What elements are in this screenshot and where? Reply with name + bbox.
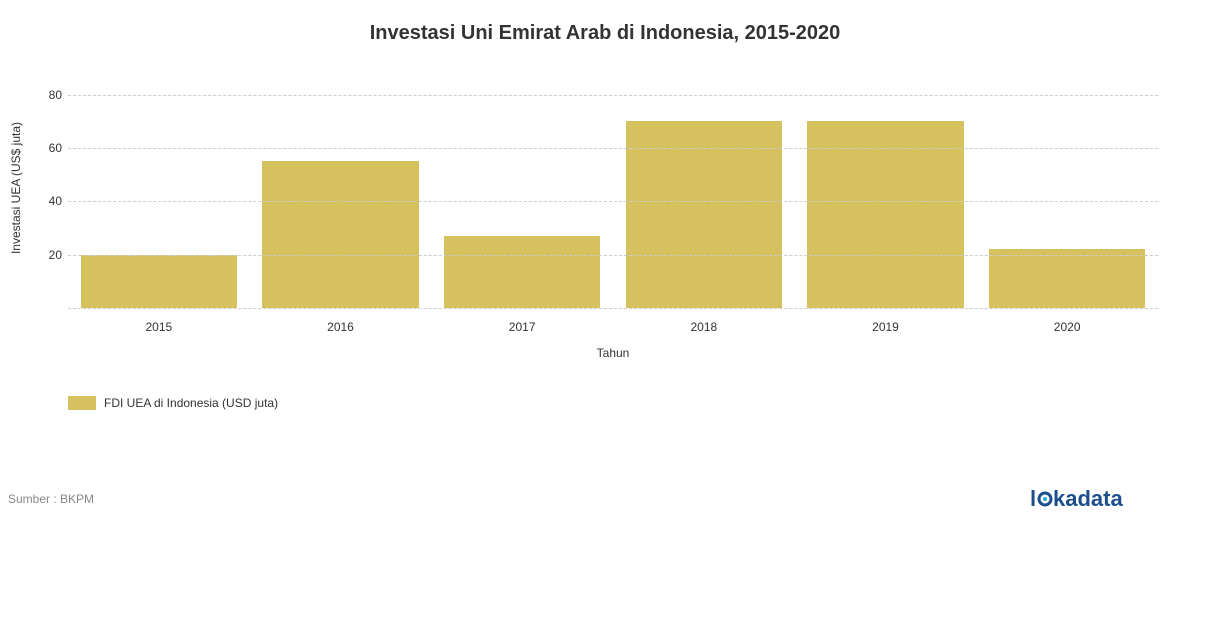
y-tick-label: 60 xyxy=(38,141,62,155)
x-tick-label: 2020 xyxy=(1054,320,1081,334)
legend-label: FDI UEA di Indonesia (USD juta) xyxy=(104,396,278,410)
x-axis-label: Tahun xyxy=(597,346,630,360)
bar xyxy=(262,161,418,308)
legend-swatch xyxy=(68,396,96,410)
x-tick-label: 2017 xyxy=(509,320,536,334)
x-tick-label: 2019 xyxy=(872,320,899,334)
x-tick-label: 2018 xyxy=(690,320,717,334)
gridline xyxy=(68,148,1158,149)
y-tick-label: 40 xyxy=(38,194,62,208)
svg-text:l: l xyxy=(1030,486,1036,511)
chart-area: Investasi UEA (US$ juta) 204060802015201… xyxy=(68,68,1158,308)
plot-region: 20406080201520162017201820192020 xyxy=(68,68,1158,308)
chart-title: Investasi Uni Emirat Arab di Indonesia, … xyxy=(0,0,1210,45)
bar xyxy=(444,236,600,308)
chart-container: Investasi Uni Emirat Arab di Indonesia, … xyxy=(0,0,1210,628)
gridline-baseline xyxy=(68,308,1158,309)
bars-layer xyxy=(68,68,1158,308)
bar xyxy=(81,255,237,308)
y-tick-label: 20 xyxy=(38,248,62,262)
gridline xyxy=(68,201,1158,202)
legend: FDI UEA di Indonesia (USD juta) xyxy=(68,396,278,410)
x-tick-label: 2015 xyxy=(145,320,172,334)
bar xyxy=(989,249,1145,308)
x-tick-label: 2016 xyxy=(327,320,354,334)
bar xyxy=(807,121,963,308)
gridline xyxy=(68,95,1158,96)
brand-logo: l kadata xyxy=(1030,486,1140,514)
gridline xyxy=(68,255,1158,256)
source-text: Sumber : BKPM xyxy=(8,492,94,506)
svg-text:kadata: kadata xyxy=(1053,486,1123,511)
y-tick-label: 80 xyxy=(38,88,62,102)
y-axis-label: Investasi UEA (US$ juta) xyxy=(9,122,23,254)
bar xyxy=(626,121,782,308)
